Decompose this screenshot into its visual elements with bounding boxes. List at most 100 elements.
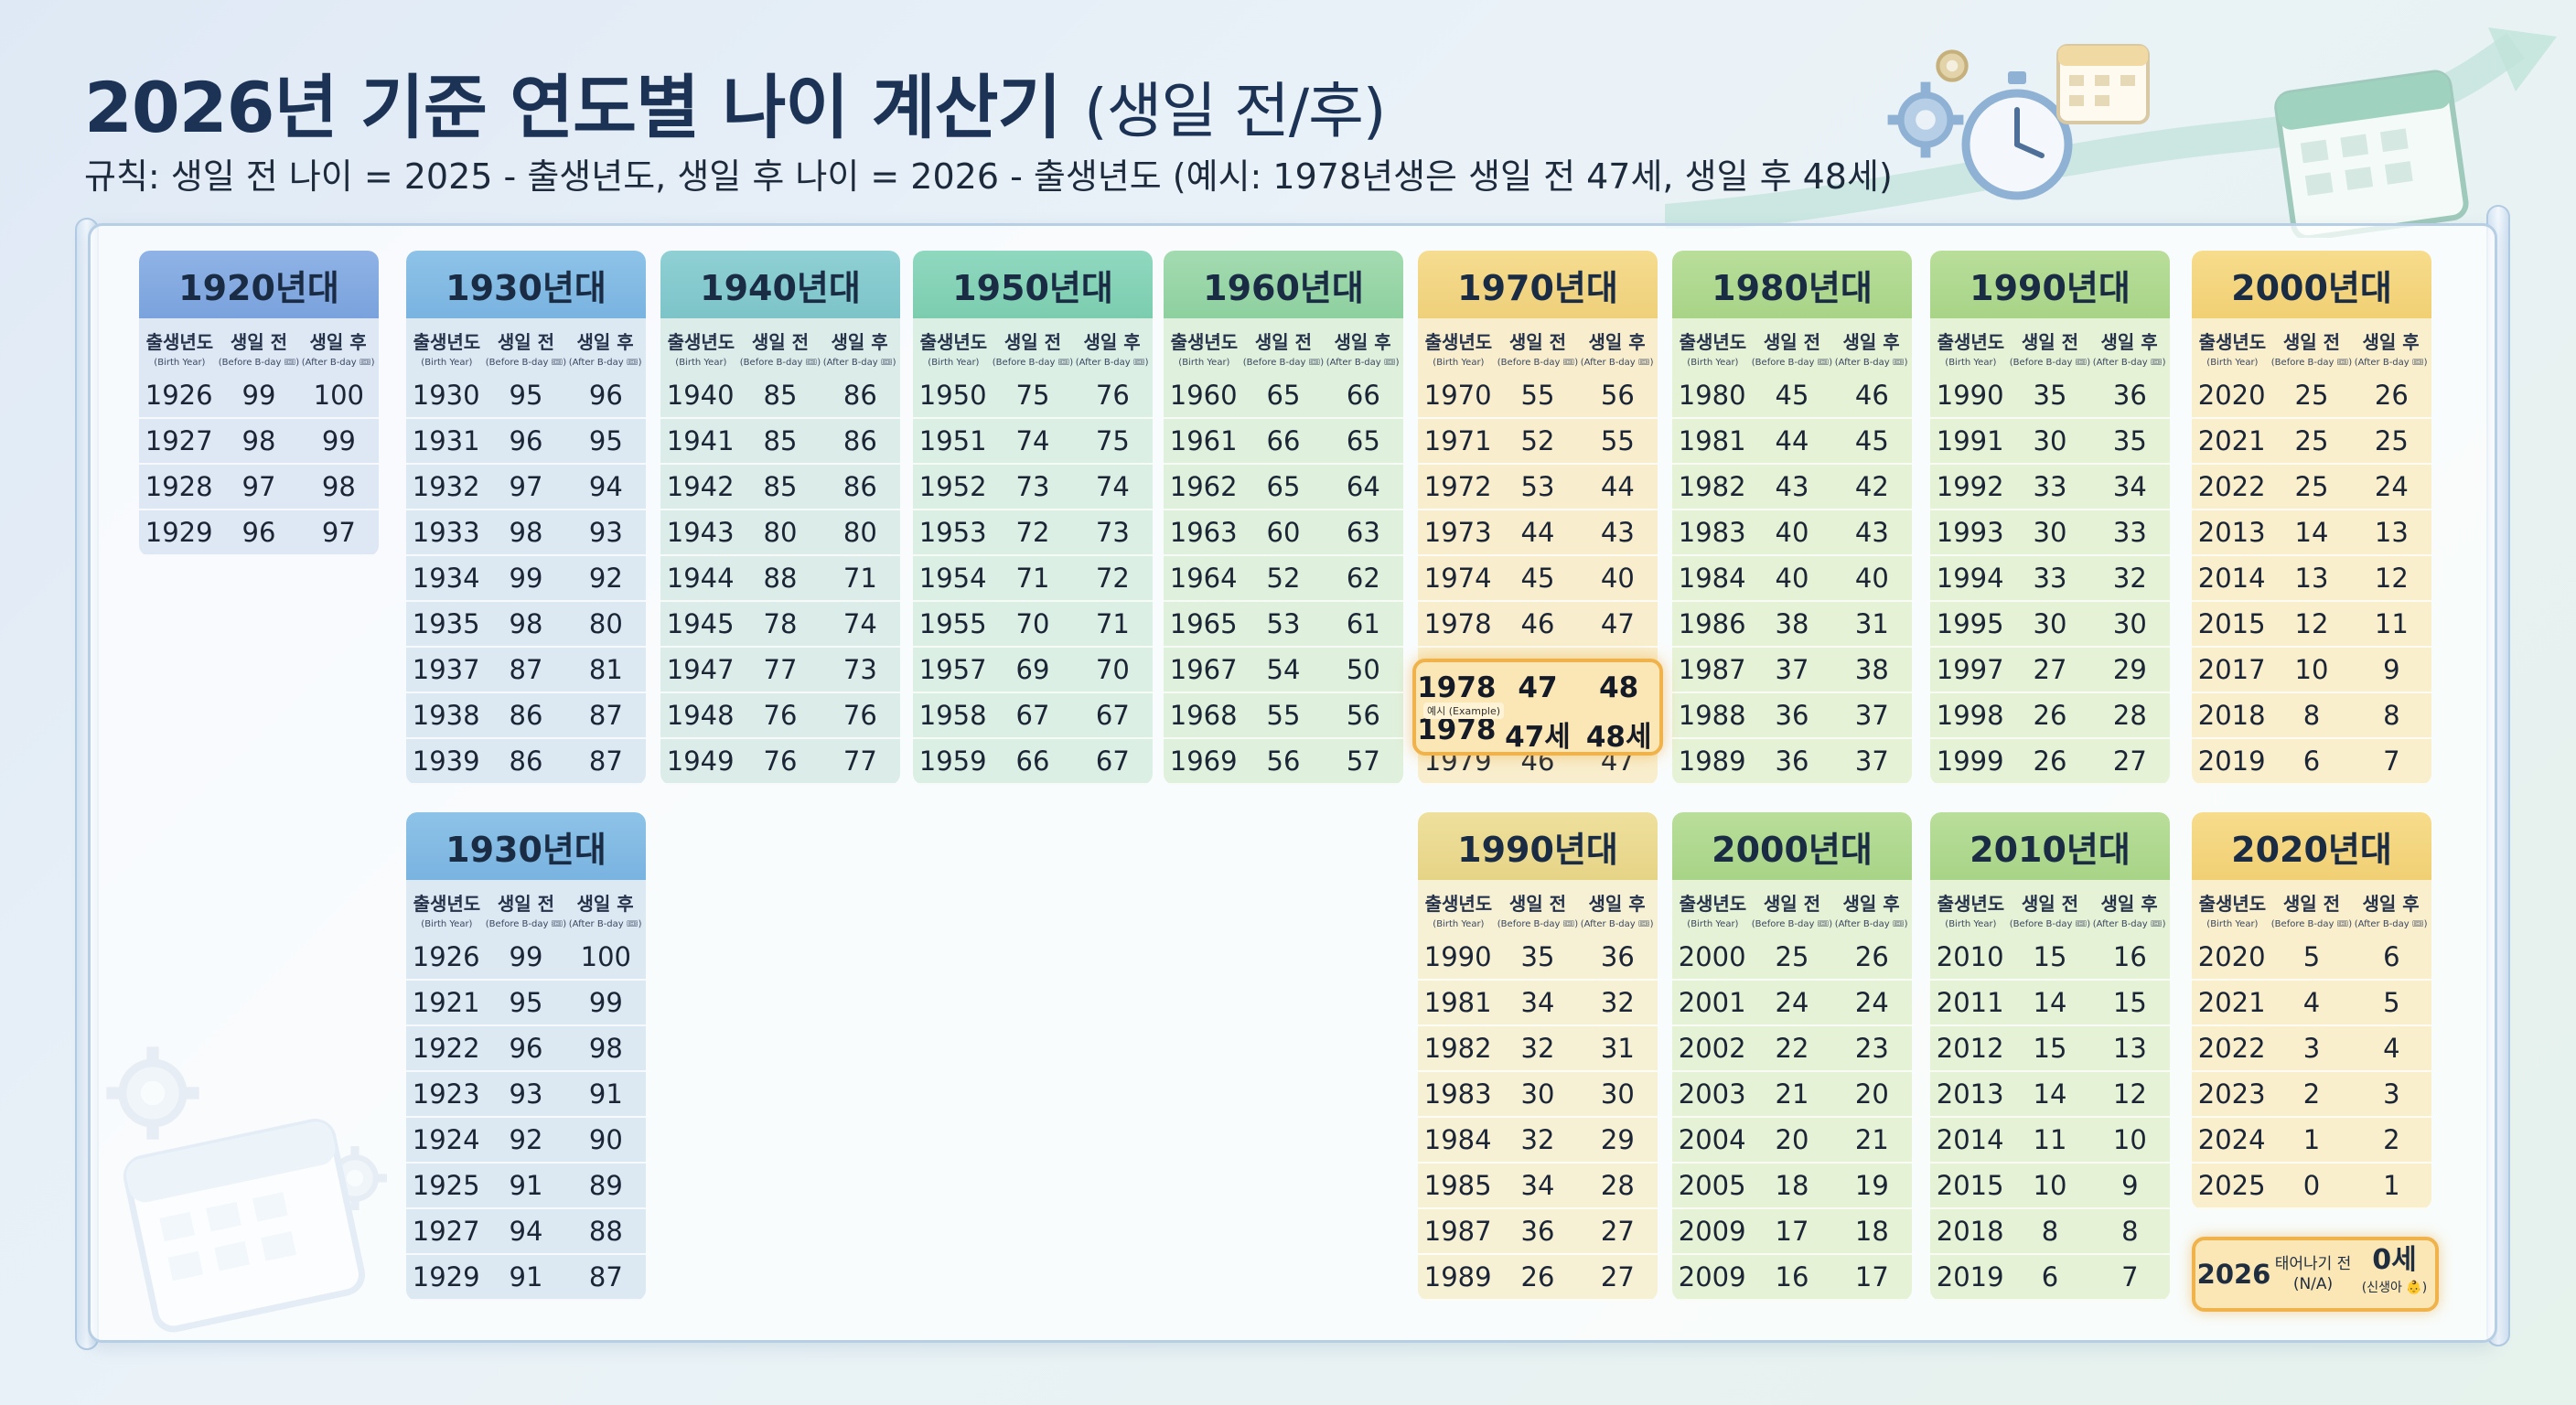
- calendar-icon: [2274, 70, 2469, 238]
- rule-text: 규칙: 생일 전 나이 = 2025 - 출생년도, 생일 후 나이 = 202…: [84, 156, 1893, 197]
- column-header-label: 출생년도: [919, 331, 988, 353]
- birth-year-cell: 2022: [2197, 471, 2266, 502]
- column-header: 생일 전 (Before B-day 🎟): [1752, 327, 1832, 368]
- column-header-label: 생일 전: [1508, 893, 1567, 915]
- table-row: 1928 97 98: [139, 465, 379, 510]
- after-bday-cell: 67: [1095, 745, 1130, 777]
- before-bday-cell: 97: [509, 471, 543, 502]
- after-bday-cell: 95: [588, 425, 623, 456]
- before-bday-cell: 4: [2302, 987, 2321, 1018]
- column-headers: 출생년도 (Birth Year) 생일 전 (Before B-day 🎟) 생일 후…: [1164, 318, 1403, 373]
- table-row: 2014 13 12: [2192, 556, 2431, 602]
- column-header: 출생년도 (Birth Year): [1420, 327, 1497, 368]
- table-row: 1925 91 89: [406, 1164, 646, 1209]
- after-bday-cell: 44: [1600, 471, 1635, 502]
- after-bday-cell: 6: [2383, 941, 2400, 972]
- birth-year-cell: 2025: [2197, 1170, 2266, 1201]
- column-header-sublabel: (Before B-day 🎟): [1497, 919, 1579, 929]
- before-bday-cell: 5: [2302, 941, 2321, 972]
- column-header: 출생년도 (Birth Year): [915, 327, 993, 368]
- decade-panel: 1990년대 출생년도 (Birth Year) 생일 전 (Before B-day …: [1418, 812, 1658, 1301]
- birth-year-cell: 1926: [145, 380, 213, 411]
- column-headers: 출생년도 (Birth Year) 생일 전 (Before B-day 🎟) 생일 후…: [2192, 318, 2431, 373]
- after-bday-cell: 34: [2112, 471, 2147, 502]
- birth-year-cell: 1960: [1169, 380, 1238, 411]
- birth-year-cell: 1934: [412, 563, 480, 594]
- after-bday-cell: 38: [1854, 654, 1889, 685]
- column-header-sublabel: (After B-day 🎟): [2092, 358, 2166, 368]
- decade-panel: 1960년대 출생년도 (Birth Year) 생일 전 (Before B-day …: [1164, 251, 1403, 785]
- before-bday-cell: 45: [1775, 380, 1809, 411]
- decade-panel: 1990년대 출생년도 (Birth Year) 생일 전 (Before B-day …: [1930, 251, 2170, 785]
- column-header-label: 생일 후: [2100, 331, 2158, 353]
- decade-panel: 1930년대 출생년도 (Birth Year) 생일 전 (Before B-day …: [406, 812, 646, 1301]
- birth-year-cell: 1943: [666, 517, 735, 548]
- decade-title: 2000년대: [1672, 812, 1912, 880]
- column-header-sublabel: (After B-day 🎟): [2354, 358, 2428, 368]
- table-row: 2018 8 8: [2192, 693, 2431, 739]
- birth-year-cell: 1990: [1423, 941, 1492, 972]
- after-bday-cell: 50: [1346, 654, 1380, 685]
- before-bday-cell: 8: [2041, 1216, 2059, 1247]
- column-header-label: 생일 전: [1254, 331, 1313, 353]
- before-bday-cell: 99: [509, 941, 543, 972]
- column-header: 생일 후 (After B-day 🎟): [1324, 327, 1401, 368]
- table-row: 1961 66 65: [1164, 419, 1403, 465]
- birth-year-cell: 2013: [1936, 1078, 2004, 1110]
- column-header-sublabel: (Before B-day 🎟): [739, 358, 821, 368]
- before-bday-cell: 69: [1015, 654, 1050, 685]
- before-bday-cell: 53: [1520, 471, 1555, 502]
- table-row: 2015 10 9: [1930, 1164, 2170, 1209]
- after-bday-cell: 81: [588, 654, 623, 685]
- table-row: 2020 5 6: [2192, 935, 2431, 981]
- before-bday-cell: 12: [2294, 608, 2329, 639]
- column-header-label: 출생년도: [1424, 893, 1493, 915]
- table-row: 2013 14 12: [1930, 1072, 2170, 1118]
- after-bday-cell: 26: [1854, 941, 1889, 972]
- column-header-sublabel: (Before B-day 🎟): [992, 358, 1074, 368]
- before-bday-cell: 66: [1266, 425, 1301, 456]
- after-bday-cell: 94: [588, 471, 623, 502]
- column-headers: 출생년도 (Birth Year) 생일 전 (Before B-day 🎟) 생일 후…: [2192, 880, 2431, 935]
- after-bday-cell: 23: [1854, 1033, 1889, 1064]
- table-row: 1993 30 33: [1930, 510, 2170, 556]
- birth-year-cell: 2009: [1678, 1216, 1746, 1247]
- column-header: 출생년도 (Birth Year): [1165, 327, 1243, 368]
- after-bday-cell: 12: [2112, 1078, 2147, 1110]
- table-row: 1926 99 100: [406, 935, 646, 981]
- newborn-age: 0세 (신생아 👶): [2354, 1247, 2435, 1302]
- birth-year-cell: 1987: [1678, 654, 1746, 685]
- table-row: 1999 26 27: [1930, 739, 2170, 785]
- after-bday-cell: 80: [843, 517, 877, 548]
- before-bday-cell: 60: [1266, 517, 1301, 548]
- birth-year-cell: 1948: [666, 700, 735, 731]
- birth-year-cell: 2020: [2197, 941, 2266, 972]
- column-header: 생일 전 (Before B-day 🎟): [486, 889, 566, 929]
- before-bday-cell: 30: [2033, 517, 2067, 548]
- before-bday-cell: 27: [2033, 654, 2067, 685]
- column-header-label: 생일 후: [1588, 893, 1646, 915]
- before-bday-cell: 99: [242, 380, 276, 411]
- example-after-age: 48세: [1585, 721, 1652, 754]
- table-row: 1932 97 94: [406, 465, 646, 510]
- column-header-sublabel: (After B-day 🎟): [1834, 358, 1908, 368]
- table-row: 2020 25 26: [2192, 373, 2431, 419]
- birth-year-cell: 1997: [1936, 654, 2004, 685]
- column-header-label: 생일 전: [2282, 893, 2341, 915]
- column-header: 출생년도 (Birth Year): [1674, 889, 1752, 929]
- birth-year-cell: 1944: [666, 563, 735, 594]
- decade-title: 2010년대: [1930, 812, 2170, 880]
- after-bday-cell: 96: [588, 380, 623, 411]
- table-row: 1933 98 93: [406, 510, 646, 556]
- birth-year-cell: 1989: [1423, 1261, 1492, 1292]
- after-bday-cell: 37: [1854, 700, 1889, 731]
- birth-year-cell: 2022: [2197, 1033, 2266, 1064]
- birth-year-cell: 2012: [1936, 1033, 2004, 1064]
- after-bday-cell: 62: [1346, 563, 1380, 594]
- table-row: 2018 8 8: [1930, 1209, 2170, 1255]
- column-header-sublabel: (After B-day 🎟): [2354, 919, 2428, 929]
- table-row: 1990 35 36: [1418, 935, 1658, 981]
- after-bday-cell: 43: [1854, 517, 1889, 548]
- before-bday-cell: 98: [509, 517, 543, 548]
- after-bday-cell: 87: [588, 700, 623, 731]
